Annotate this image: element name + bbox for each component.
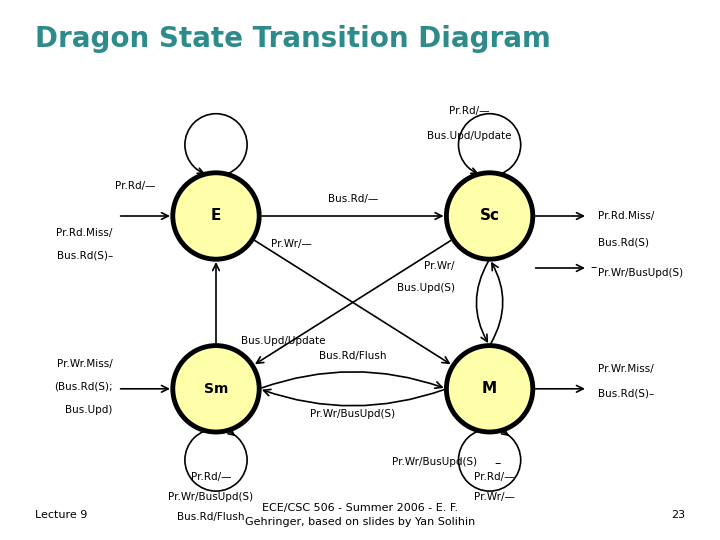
Text: M: M [482, 381, 498, 396]
Text: Bus.Upd(S): Bus.Upd(S) [397, 283, 454, 293]
Text: Pr.Wr/—: Pr.Wr/— [474, 492, 515, 502]
Text: Bus.Rd(S)–: Bus.Rd(S)– [598, 389, 654, 399]
Circle shape [446, 173, 533, 259]
Circle shape [173, 173, 259, 259]
Text: Pr.Wr/—: Pr.Wr/— [271, 239, 312, 249]
Text: Bus.Upd/Update: Bus.Upd/Update [428, 131, 512, 141]
Text: Bus.Upd): Bus.Upd) [66, 405, 113, 415]
Text: Bus.Rd(S)–: Bus.Rd(S)– [57, 251, 113, 261]
Circle shape [446, 346, 533, 432]
Text: Pr.Rd/—: Pr.Rd/— [191, 472, 231, 482]
Text: Pr.Wr.Miss/: Pr.Wr.Miss/ [598, 364, 654, 374]
Text: Pr.Wr/BusUpd(S): Pr.Wr/BusUpd(S) [168, 492, 253, 502]
Text: E: E [211, 208, 221, 224]
Text: Lecture 9: Lecture 9 [35, 510, 87, 520]
Text: Bus.Rd/Flush: Bus.Rd/Flush [177, 512, 245, 522]
Text: Bus.Upd/Update: Bus.Upd/Update [241, 336, 325, 346]
Text: Pr.Rd/—: Pr.Rd/— [115, 181, 156, 191]
Text: –: – [591, 261, 597, 274]
Text: Pr.Wr/BusUpd(S): Pr.Wr/BusUpd(S) [598, 268, 683, 278]
Text: Pr.Rd/—: Pr.Rd/— [449, 106, 490, 116]
Text: Pr.Rd/—: Pr.Rd/— [474, 472, 515, 482]
Text: Pr.Wr/: Pr.Wr/ [424, 261, 454, 271]
Text: Pr.Wr.Miss/: Pr.Wr.Miss/ [57, 359, 113, 369]
Text: –: – [495, 457, 501, 470]
Text: Sc: Sc [480, 208, 500, 224]
Text: Pr.Wr/BusUpd(S): Pr.Wr/BusUpd(S) [392, 457, 477, 467]
Text: Bus.Rd/—: Bus.Rd/— [328, 194, 378, 204]
Text: 23: 23 [671, 510, 685, 520]
Text: Bus.Rd(S): Bus.Rd(S) [598, 238, 649, 248]
Text: Dragon State Transition Diagram: Dragon State Transition Diagram [35, 25, 551, 53]
Text: Pr.Rd.Miss/: Pr.Rd.Miss/ [56, 228, 113, 238]
Text: (Bus.Rd(S);: (Bus.Rd(S); [54, 382, 113, 392]
Text: ECE/CSC 506 - Summer 2006 - E. F.
Gehringer, based on slides by Yan Solihin: ECE/CSC 506 - Summer 2006 - E. F. Gehrin… [245, 503, 475, 527]
Text: Bus.Rd/Flush: Bus.Rd/Flush [319, 351, 387, 361]
Circle shape [173, 346, 259, 432]
Text: Pr.Rd.Miss/: Pr.Rd.Miss/ [598, 211, 654, 221]
Text: Sm: Sm [204, 382, 228, 396]
Text: Pr.Wr/BusUpd(S): Pr.Wr/BusUpd(S) [310, 409, 395, 419]
